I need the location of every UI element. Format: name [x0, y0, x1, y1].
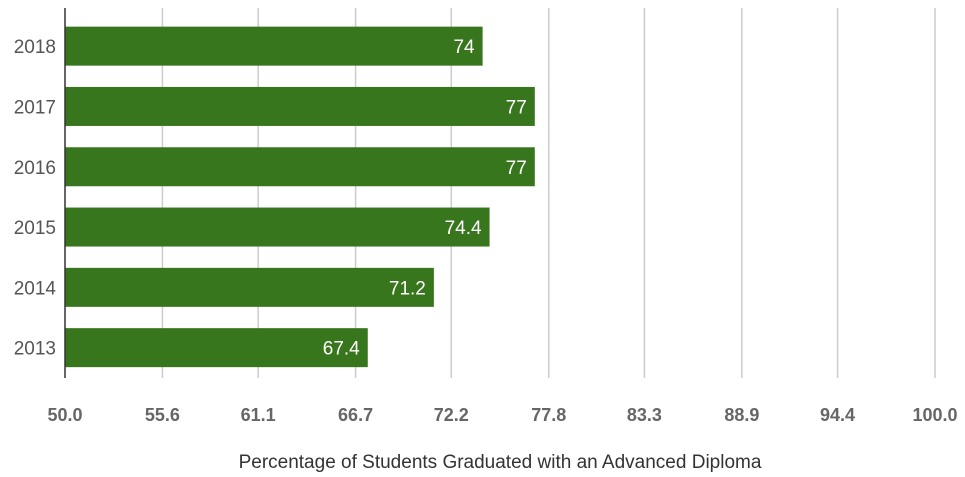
x-tick-label: 88.9	[724, 405, 759, 425]
category-label: 2018	[14, 37, 56, 58]
category-labels: 2018 2017 2016 2015 2014 2013	[14, 37, 57, 360]
x-tick-label: 50.0	[47, 405, 82, 425]
bars: 74 77 77 74.4 71.2 67.4	[65, 26, 535, 368]
x-tick-label: 83.3	[627, 405, 662, 425]
data-label: 67.4	[323, 339, 360, 360]
x-tick-label: 55.6	[145, 405, 180, 425]
x-axis-title: Percentage of Students Graduated with an…	[239, 452, 762, 473]
x-tick-label: 77.8	[531, 405, 566, 425]
data-label: 71.2	[389, 278, 426, 299]
gridlines	[161, 8, 936, 378]
data-label: 77	[506, 97, 527, 118]
data-label: 74	[453, 37, 475, 58]
bar	[65, 26, 483, 66]
data-label: 74.4	[445, 218, 482, 239]
x-tick-label: 66.7	[338, 405, 373, 425]
x-tick-label: 94.4	[820, 405, 855, 425]
bar	[65, 267, 434, 307]
category-label: 2016	[14, 158, 56, 179]
category-label: 2013	[14, 339, 56, 360]
x-tick-labels: 50.0 55.6 61.1 66.7 72.2 77.8 83.3 88.9 94.4 100.…	[47, 405, 957, 425]
x-tick-label: 61.1	[241, 405, 276, 425]
category-label: 2014	[14, 278, 57, 299]
data-label: 77	[506, 158, 527, 179]
bar	[65, 328, 368, 368]
category-label: 2015	[14, 218, 56, 239]
category-label: 2017	[14, 97, 56, 118]
bar	[65, 86, 535, 126]
bar	[65, 147, 535, 187]
x-tick-label: 100.0	[912, 405, 957, 425]
bar	[65, 207, 490, 247]
x-tick-label: 72.2	[434, 405, 469, 425]
